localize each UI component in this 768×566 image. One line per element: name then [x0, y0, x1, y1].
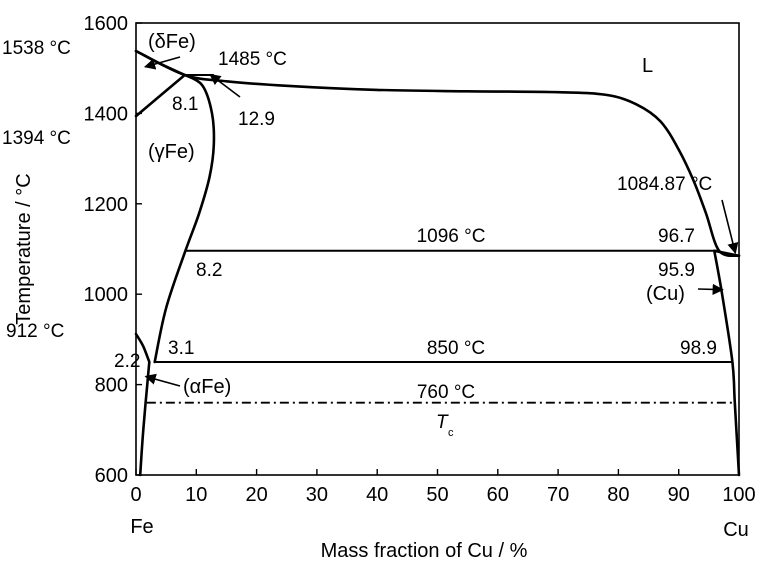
label-760: 760 °C	[417, 382, 475, 403]
label-12-9: 12.9	[238, 109, 275, 130]
y-tick-label: 1400	[84, 103, 129, 125]
x-tick-label: 80	[607, 484, 629, 506]
label-912: 912 °C	[6, 321, 64, 342]
delta-fe-solidus-curve	[134, 49, 187, 77]
phase-label-cu: (Cu)	[646, 283, 685, 305]
phase-boundaries	[134, 49, 741, 477]
y-tick-label: 1600	[84, 13, 129, 35]
liquidus-curve	[134, 49, 741, 258]
phase-label-delta-fe: (δFe)	[148, 31, 196, 53]
label-2-2: 2.2	[114, 351, 140, 372]
y-tick-label: 1200	[84, 194, 129, 216]
x-tick-label: 100	[722, 484, 755, 506]
x-tick-label: 30	[306, 484, 328, 506]
x-tick-label: 40	[366, 484, 388, 506]
axis-ticks: 0 10 20 30 40 50 60 70 80 90 100 600 800 1000 1200 1400…	[84, 13, 756, 506]
x-tick-label: 70	[547, 484, 569, 506]
x-tick-label: 90	[668, 484, 690, 506]
alpha-fe-solvus-curve	[138, 360, 151, 477]
label-95-9: 95.9	[658, 260, 695, 281]
curie-subscript: c	[448, 427, 454, 439]
phase-label-gamma-fe: (γFe)	[148, 141, 195, 163]
phase-label-alpha-fe: (αFe)	[183, 376, 231, 398]
x-tick-label: 0	[130, 484, 141, 506]
label-1096: 1096 °C	[417, 226, 486, 247]
x-axis-title: Mass fraction of Cu / %	[321, 540, 528, 562]
label-96-7: 96.7	[658, 226, 695, 247]
x-tick-label: 10	[185, 484, 207, 506]
label-1485: 1485 °C	[218, 49, 287, 70]
cu-phase-pointer	[697, 283, 724, 296]
label-3-1: 3.1	[168, 338, 194, 359]
label-8-2: 8.2	[196, 260, 222, 281]
annotation-arrows	[143, 56, 739, 387]
delta-fe-pointer	[143, 56, 181, 70]
phase-label-liquid: L	[642, 55, 653, 77]
label-1538: 1538 °C	[2, 38, 71, 59]
label-98-9: 98.9	[680, 338, 717, 359]
x-tick-label: 20	[245, 484, 267, 506]
x-tick-label: 60	[487, 484, 509, 506]
label-8-1: 8.1	[172, 94, 198, 115]
gamma-alpha-boundary-curve	[134, 332, 151, 364]
alpha-fe-pointer	[144, 373, 181, 387]
y-tick-label: 600	[95, 465, 128, 487]
label-850: 850 °C	[427, 338, 485, 359]
y-tick-label: 800	[95, 375, 128, 397]
y-tick-label: 1000	[84, 284, 129, 306]
x-end-label-fe: Fe	[130, 516, 153, 538]
x-tick-label: 50	[426, 484, 448, 506]
curie-symbol: T	[436, 412, 449, 433]
gamma-fe-solvus-curve	[153, 73, 216, 364]
delta-gamma-boundary-curve	[134, 73, 187, 118]
peritectic-12-9-pointer	[209, 73, 241, 98]
cu-solvus-curve	[713, 249, 741, 477]
label-1084-87: 1084.87 °C	[617, 174, 712, 195]
label-1394: 1394 °C	[2, 128, 71, 149]
y-axis-title: Temperature / °C	[13, 173, 35, 324]
cu-melting-pointer	[721, 199, 739, 255]
x-end-label-cu: Cu	[723, 519, 749, 541]
